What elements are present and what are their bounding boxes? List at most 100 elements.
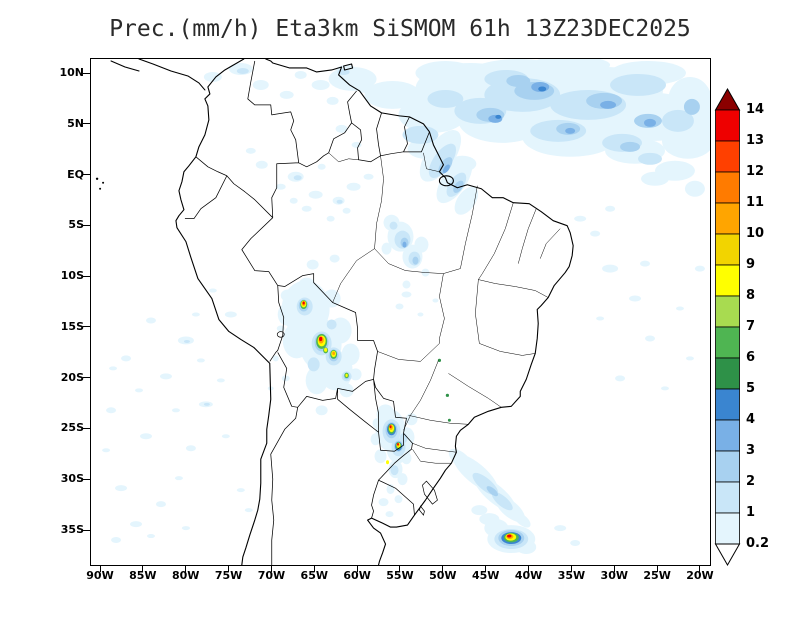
lat-tick-label: 5N — [67, 116, 84, 130]
lon-tick — [142, 566, 144, 572]
colorbar-segment — [715, 326, 740, 359]
lat-tick — [83, 377, 90, 379]
colorbar-segment — [715, 481, 740, 514]
lat-tick-label: 5S — [68, 218, 84, 232]
galapagos-islands — [95, 177, 105, 190]
lat-tick — [83, 174, 90, 176]
colorbar-value-label: 1 — [746, 505, 756, 520]
colorbar-value-label: 5 — [746, 381, 756, 396]
precip-south-storm — [471, 505, 537, 555]
colorbar-segment — [715, 419, 740, 452]
colorbar-value-label: 11 — [746, 195, 765, 210]
colorbar-segment — [715, 140, 740, 173]
brazil-state-borders — [328, 152, 561, 464]
precip-bolivia-cells — [267, 254, 362, 416]
colorbar-segment — [715, 171, 740, 204]
page-title: Prec.(mm/h) Eta3km SiSMOM 61h 13Z23DEC20… — [109, 16, 691, 42]
lon-tick — [570, 566, 572, 572]
coastline — [110, 59, 574, 565]
lon-tick — [399, 566, 401, 572]
colorbar-segment — [715, 109, 740, 142]
lat-tick-label: 30S — [60, 472, 84, 486]
lon-tick — [613, 566, 615, 572]
precip-pacific-specks — [102, 288, 253, 544]
lat-tick — [83, 326, 90, 328]
colorbar-value-label: 6 — [746, 350, 756, 365]
colorbar-value-label: 4 — [746, 412, 756, 427]
precip-se-atlantic-streak — [448, 448, 531, 528]
colorbar-segment — [715, 202, 740, 235]
precip-east-atlantic-specks — [554, 205, 705, 547]
lon-tick-label: 80W — [171, 569, 200, 582]
trinidad-island — [343, 63, 354, 71]
colorbar-value-label: 9 — [746, 257, 756, 272]
colorbar-value-label: 12 — [746, 164, 765, 179]
colorbar-segment — [715, 233, 740, 266]
lat-tick-label: 25S — [60, 421, 84, 435]
lon-tick-label: 75W — [214, 569, 243, 582]
lat-tick-label: EQ — [67, 167, 84, 181]
lat-tick — [83, 275, 90, 277]
precip-para-cluster — [381, 214, 430, 289]
lon-tick — [99, 566, 101, 572]
lon-tick-label: 85W — [129, 569, 157, 582]
colorbar-value-label: 14 — [746, 102, 765, 117]
colorbar-value-label: 3 — [746, 443, 756, 458]
precipitation-layer — [102, 59, 710, 555]
colorbar-below-min — [714, 543, 741, 567]
colorbar-segment — [715, 512, 740, 545]
colorbar-segment — [715, 357, 740, 390]
map-frame — [90, 58, 711, 566]
precip-amazon-specks — [245, 124, 374, 222]
lon-tick — [185, 566, 187, 572]
colorbar-value-label: 2 — [746, 474, 756, 489]
south-america-map — [95, 59, 710, 565]
lat-tick — [83, 72, 90, 74]
lon-tick-label: 60W — [343, 569, 371, 582]
lon-tick-label: 30W — [600, 569, 628, 582]
colorbar-value-label: 10 — [746, 226, 765, 241]
lat-tick-label: 15S — [60, 319, 84, 333]
lat-tick — [83, 478, 90, 480]
lake-titicaca — [276, 331, 285, 338]
geography-layer — [95, 59, 574, 565]
lagoa-dos-patos — [419, 480, 438, 516]
marajo-island — [438, 175, 454, 187]
lon-tick-label: 55W — [386, 569, 414, 582]
country-borders — [184, 60, 430, 565]
lon-tick-label: 45W — [471, 569, 500, 582]
lon-tick — [485, 566, 487, 572]
lat-tick-label: 35S — [60, 523, 84, 537]
precip-north-atlantic-field — [328, 59, 710, 197]
lat-tick — [83, 427, 90, 429]
colorbar-segment — [715, 264, 740, 297]
lon-tick-label: 40W — [514, 569, 543, 582]
lon-tick-label: 25W — [643, 569, 671, 582]
lon-tick-label: 20W — [686, 569, 714, 582]
colorbar-segment — [715, 295, 740, 328]
lon-tick — [270, 566, 272, 572]
lon-tick-label: 70W — [257, 569, 286, 582]
lon-tick-label: 35W — [557, 569, 586, 582]
colorbar-value-label: 13 — [746, 133, 765, 148]
lon-tick — [442, 566, 444, 572]
lat-tick — [83, 123, 90, 125]
lon-tick-label: 65W — [300, 569, 328, 582]
lon-tick-label: 50W — [429, 569, 457, 582]
colorbar-value-label: 7 — [746, 319, 756, 334]
lat-tick-label: 10N — [59, 66, 84, 79]
colorbar — [714, 88, 741, 567]
colorbar-segment — [715, 450, 740, 483]
colorbar-value-label: 0.2 — [746, 536, 770, 551]
colorbar-segment — [715, 388, 740, 421]
colorbar-value-label: 8 — [746, 288, 756, 303]
lat-tick — [83, 529, 90, 531]
lon-tick — [528, 566, 530, 572]
lon-tick — [656, 566, 658, 572]
lat-tick-label: 10S — [60, 269, 84, 283]
lat-tick-label: 20S — [60, 370, 84, 384]
lat-tick — [83, 224, 90, 226]
lon-tick — [356, 566, 358, 572]
lon-tick — [228, 566, 230, 572]
